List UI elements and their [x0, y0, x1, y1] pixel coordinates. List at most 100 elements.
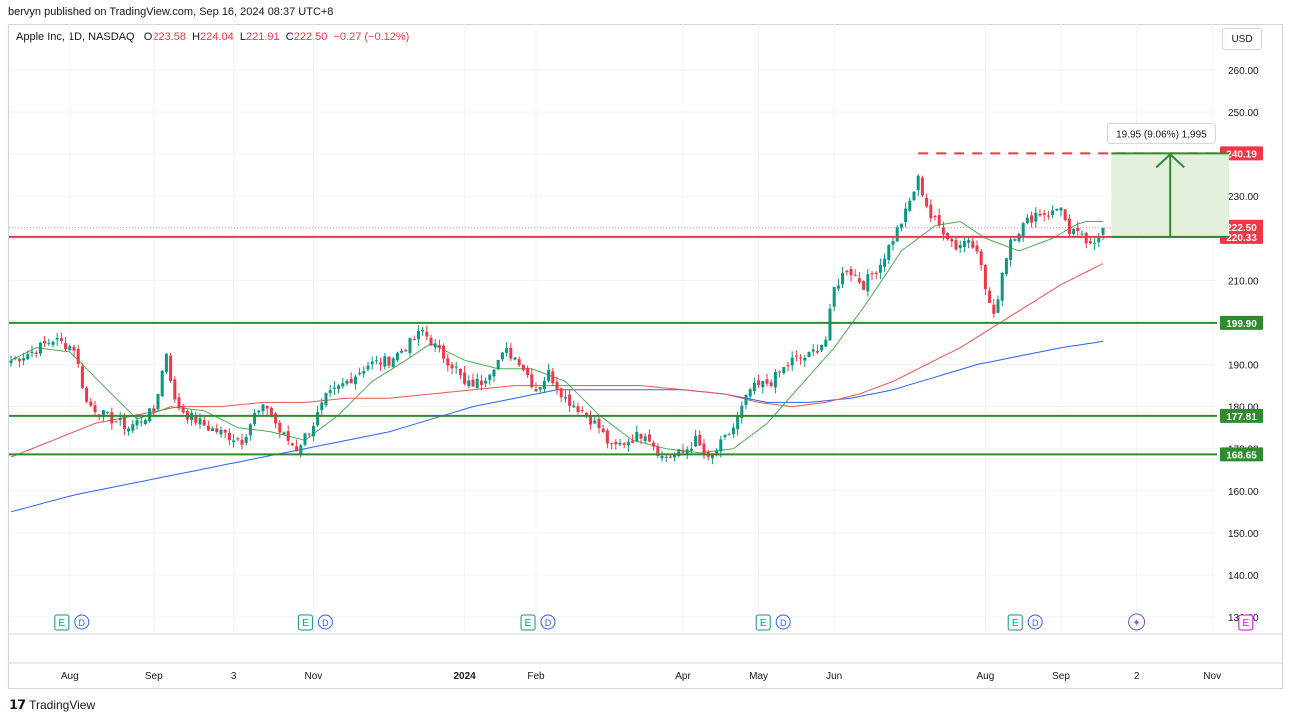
- high-value: 224.04: [200, 31, 234, 43]
- candle-body: [89, 401, 93, 406]
- candle-body: [248, 424, 252, 436]
- candle-body: [282, 432, 286, 435]
- candle-body: [689, 448, 693, 451]
- candle-body: [38, 342, 42, 354]
- candle-body: [1034, 212, 1038, 222]
- candle-body: [17, 358, 21, 362]
- candle-body: [240, 439, 244, 445]
- candle-body: [988, 290, 992, 303]
- price-label-bg: [1220, 447, 1263, 462]
- candle-body: [568, 394, 572, 406]
- publisher-line: bervyn published on TradingView.com, Sep…: [8, 6, 334, 18]
- candle-body: [1000, 273, 1004, 301]
- sma-short-line: [10, 220, 1103, 454]
- candle-body: [206, 425, 210, 431]
- candle-body: [668, 456, 672, 458]
- candle-body: [227, 433, 231, 441]
- candle-body: [576, 406, 580, 412]
- candle-body: [148, 408, 152, 421]
- price-tick-label: 160.00: [1228, 487, 1259, 498]
- price-tick-label: 230.00: [1228, 192, 1259, 203]
- candle-body: [1038, 213, 1042, 216]
- candle-body: [912, 191, 916, 201]
- candle-body: [509, 348, 513, 359]
- candle-body: [1101, 227, 1105, 235]
- candle-body: [320, 402, 324, 411]
- candle-body: [295, 446, 299, 452]
- candle-body: [366, 365, 370, 370]
- candle-body: [849, 268, 853, 276]
- symbol-name[interactable]: Apple Inc, 1D, NASDAQ: [16, 31, 135, 43]
- candle-body: [353, 376, 357, 385]
- candle-body: [433, 343, 437, 348]
- time-tick-label: Nov: [305, 671, 323, 682]
- candle-body: [198, 418, 202, 425]
- candle-body: [127, 428, 131, 432]
- brand[interactable]: 𝟭𝟳 TradingView: [9, 697, 95, 713]
- candle-body: [458, 368, 462, 375]
- price-label-text: 199.90: [1226, 319, 1257, 330]
- candle-body: [110, 412, 114, 424]
- dividend-icon: [540, 614, 556, 630]
- dividend-icon: [775, 614, 791, 630]
- candle-body: [841, 272, 845, 285]
- candle-body: [1088, 241, 1092, 244]
- candle-body: [983, 265, 987, 290]
- candle-body: [131, 424, 135, 431]
- candle-body: [799, 357, 803, 359]
- candle-body: [719, 439, 723, 452]
- candle-body: [181, 407, 185, 413]
- candle-body: [408, 338, 412, 354]
- currency-button[interactable]: USD: [1222, 28, 1262, 50]
- price-label-text: 240.19: [1226, 149, 1257, 160]
- candle-body: [908, 200, 912, 211]
- candle-body: [484, 380, 488, 384]
- earnings-icon-text: E: [525, 618, 532, 629]
- candle-body: [118, 418, 122, 421]
- candle-body: [93, 405, 97, 413]
- brand-name: TradingView: [29, 698, 96, 712]
- candle-body: [9, 360, 13, 363]
- candle-body: [563, 396, 567, 399]
- candle-body: [404, 349, 408, 352]
- candle-body: [286, 431, 290, 441]
- candle-body: [740, 405, 744, 419]
- price-label-badge: 240.19: [1220, 146, 1263, 161]
- candle-body: [341, 383, 345, 387]
- candle-body: [307, 433, 311, 435]
- candle-body: [1051, 210, 1055, 215]
- candle-body: [786, 365, 790, 367]
- candle-body: [866, 274, 870, 292]
- dividend-icon: [1027, 614, 1043, 630]
- candle-body: [950, 239, 954, 242]
- candle-body: [681, 450, 685, 453]
- candle-body: [778, 371, 782, 373]
- candle-body: [51, 341, 55, 345]
- candle-body: [429, 337, 433, 346]
- close-value: 222.50: [293, 31, 328, 43]
- candle-body: [639, 433, 643, 439]
- candle-body: [958, 244, 962, 249]
- candle-body: [631, 440, 635, 443]
- candle-body: [811, 349, 815, 352]
- candle-body: [601, 428, 605, 433]
- candle-body: [538, 387, 542, 390]
- symbol-legend: Apple Inc, 1D, NASDAQ O223.58 H224.04 L2…: [16, 31, 409, 43]
- candle-body: [807, 351, 811, 357]
- price-tick-label: 210.00: [1228, 276, 1259, 287]
- candle-body: [416, 331, 420, 340]
- candle-body: [421, 329, 425, 332]
- candle-body: [114, 421, 118, 423]
- candle-body: [941, 227, 945, 235]
- candle-body: [1080, 233, 1084, 235]
- price-label-badge: 199.90: [1220, 315, 1263, 330]
- candle-body: [1009, 239, 1013, 260]
- candle-body: [605, 430, 609, 444]
- candle-body: [55, 337, 59, 340]
- earnings-icon: [520, 614, 536, 631]
- candle-body: [828, 308, 832, 341]
- candle-body: [223, 429, 227, 433]
- candle-body: [685, 449, 689, 455]
- candle-body: [269, 407, 273, 416]
